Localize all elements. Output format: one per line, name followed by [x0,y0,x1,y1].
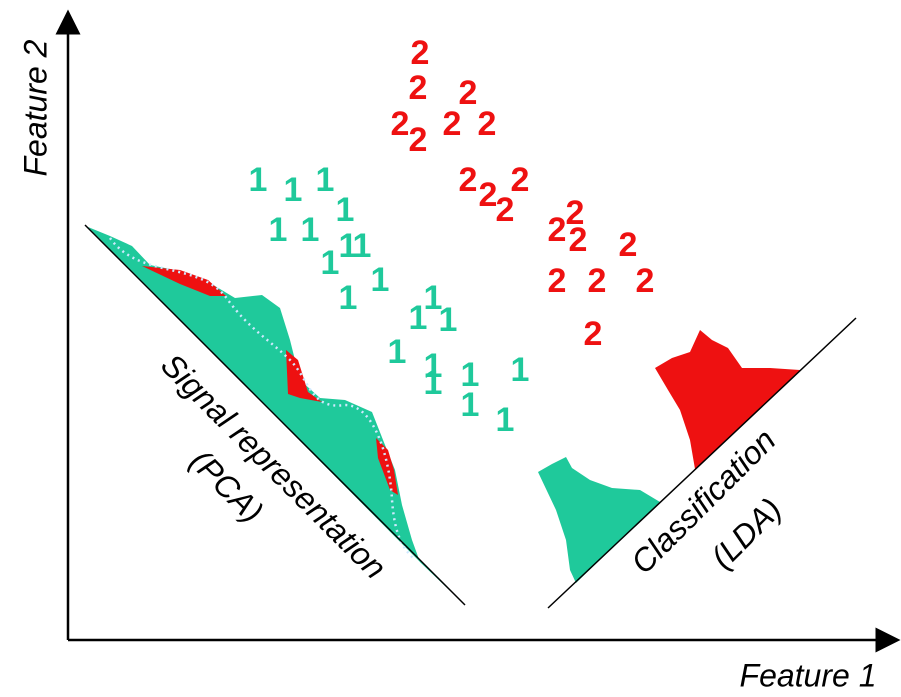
y-axis-label: Feature 2 [17,39,53,176]
class-2-sample: 2 [459,161,478,199]
class-1-sample: 1 [371,261,390,299]
class-1-sample: 1 [461,386,480,424]
lda-axis [547,317,857,609]
class-2-sample: 2 [566,194,585,232]
class-2-sample: 2 [443,105,462,143]
class-1-sample: 1 [424,347,443,385]
x-axis-label: Feature 1 [740,657,877,693]
class-2-sample: 2 [411,34,430,72]
class-1-sample: 1 [511,351,530,389]
class-1-sample: 1 [249,161,268,199]
class-2-sample: 2 [588,262,607,300]
pca-axis [84,224,466,606]
class-1-sample: 1 [461,356,480,394]
class-1-sample: 1 [339,279,358,317]
class-2-sample: 2 [619,226,638,264]
pca-red-patch [286,350,322,402]
class-1-sample: 1 [284,171,303,209]
class-2-sample: 2 [511,161,530,199]
class-2-sample: 2 [409,69,428,107]
class-1-sample: 1 [496,401,515,439]
class-2-sample: 2 [478,105,497,143]
class-2-sample: 2 [459,74,478,112]
class-2-sample: 2 [584,315,603,353]
class-1-sample: 1 [439,301,458,339]
class-2-sample: 2 [636,262,655,300]
lda-green-distribution [538,457,660,583]
lda-red-distribution [655,330,800,469]
class-2-sample: 2 [496,191,515,229]
class-2-sample: 2 [409,121,428,159]
class-1-sample: 1 [424,364,443,402]
class-2-sample: 2 [569,221,588,259]
class-1-sample: 1 [301,211,320,249]
class-2-sample: 2 [391,105,410,143]
class-2-sample: 2 [548,211,567,249]
class-1-sample: 1 [424,279,443,317]
class-2-sample: 2 [548,262,567,300]
class-1-sample: 1 [269,211,288,249]
class-1-sample: 1 [339,227,358,265]
class-2-sample: 2 [479,176,498,214]
pca-dotted-curve [108,237,416,561]
class-1-sample: 1 [321,244,340,282]
class-1-sample: 1 [409,299,428,337]
class-1-sample: 1 [388,333,407,371]
class-1-sample: 1 [316,161,335,199]
pca-red-patch [142,266,226,296]
class-1-sample: 1 [336,191,355,229]
class-1-sample: 1 [353,227,372,265]
